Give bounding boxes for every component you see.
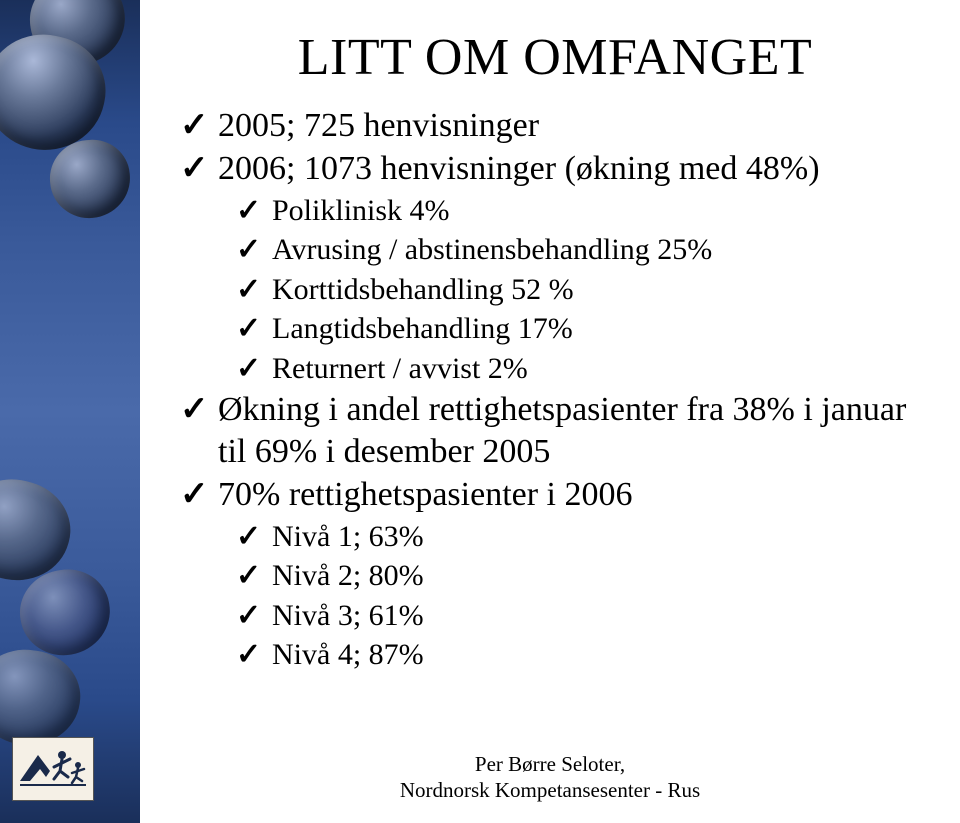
bullet-sub-item: Nivå 3; 61%: [236, 597, 930, 635]
footer-org: Nordnorsk Kompetansesenter - Rus: [140, 777, 960, 803]
stone-decoration: [47, 137, 133, 222]
slide-title: LITT OM OMFANGET: [180, 28, 930, 87]
bullet-sub-item: Nivå 2; 80%: [236, 557, 930, 595]
bullet-sub-item: Returnert / avvist 2%: [236, 350, 930, 388]
logo-icon: [12, 737, 94, 801]
bullet-sub-item: Avrusing / abstinensbehandling 25%: [236, 231, 930, 269]
slide-content: LITT OM OMFANGET 2005; 725 henvisninger …: [140, 0, 960, 823]
slide-footer: Per Børre Seloter, Nordnorsk Kompetanses…: [140, 751, 960, 804]
bullet-item: 2006; 1073 henvisninger (økning med 48%): [180, 148, 930, 189]
slide: LITT OM OMFANGET 2005; 725 henvisninger …: [0, 0, 960, 823]
bullet-item: Økning i andel rettighetspasienter fra 3…: [180, 389, 930, 472]
bullet-item: 70% rettighetspasienter i 2006: [180, 474, 930, 515]
footer-author: Per Børre Seloter,: [140, 751, 960, 777]
bullet-sub-item: Poliklinisk 4%: [236, 192, 930, 230]
stone-decoration: [0, 643, 86, 752]
bullet-list: 2005; 725 henvisninger 2006; 1073 henvis…: [180, 105, 930, 674]
bullet-sub-item: Korttidsbehandling 52 %: [236, 271, 930, 309]
decorative-sidebar: [0, 0, 140, 823]
bullet-sub-item: Nivå 4; 87%: [236, 636, 930, 674]
bullet-item: 2005; 725 henvisninger: [180, 105, 930, 146]
bullet-sub-item: Nivå 1; 63%: [236, 518, 930, 556]
bullet-sub-item: Langtidsbehandling 17%: [236, 310, 930, 348]
